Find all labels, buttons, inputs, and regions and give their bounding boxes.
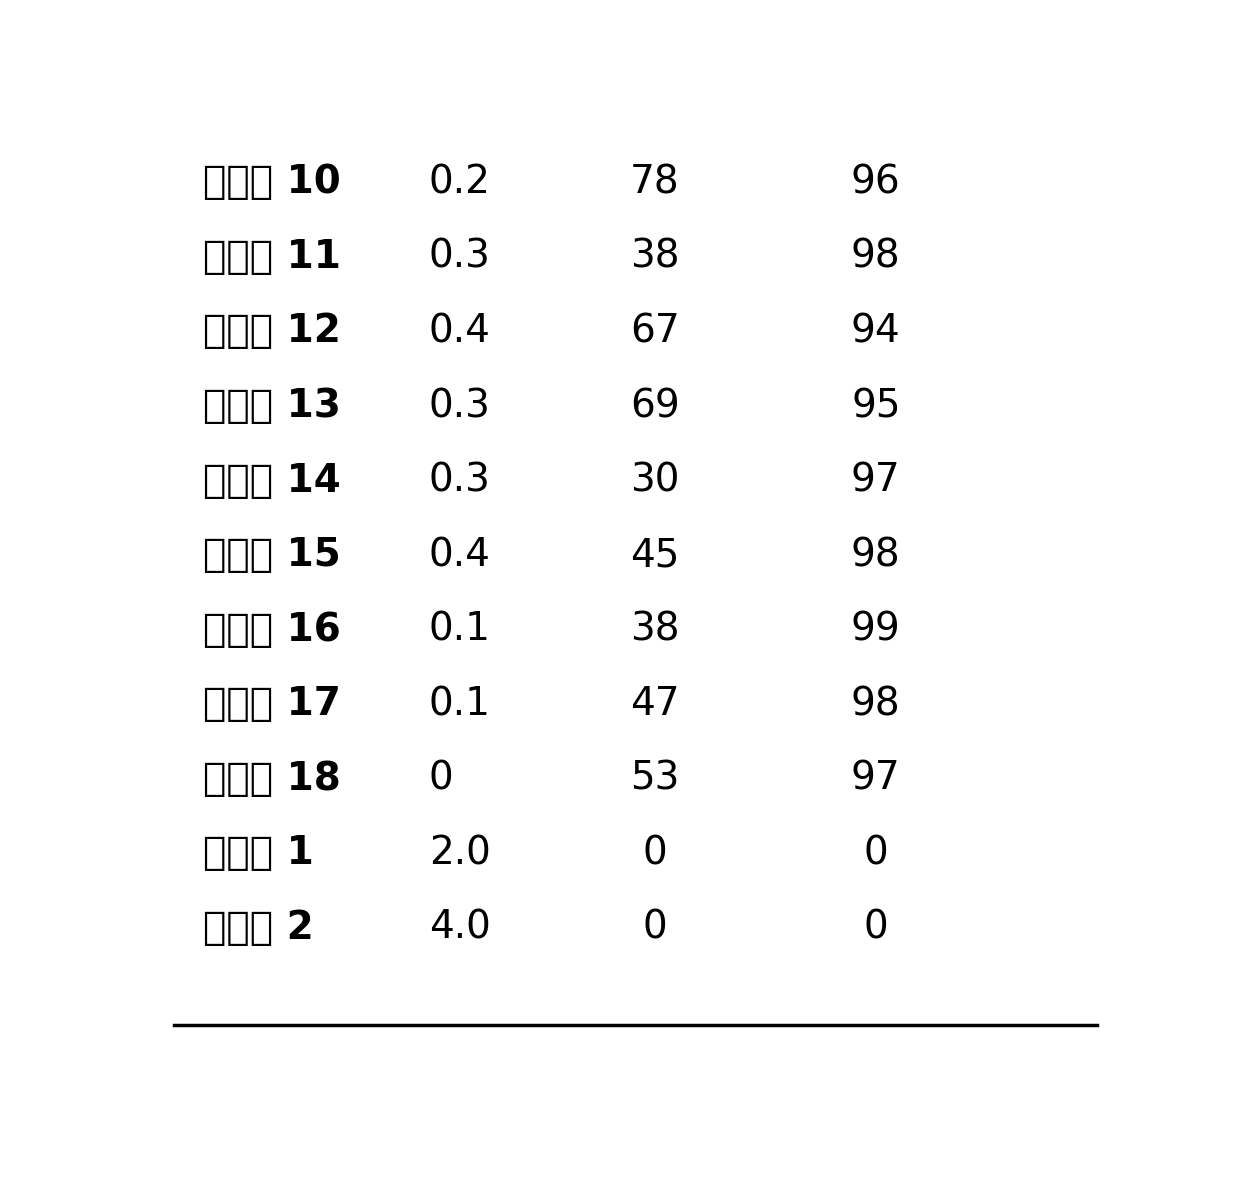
Text: 0.4: 0.4 [429,536,491,573]
Text: 38: 38 [630,610,680,649]
Text: 实施例 13: 实施例 13 [203,387,341,425]
Text: 97: 97 [851,760,900,798]
Text: 实施例 11: 实施例 11 [203,238,341,276]
Text: 0.3: 0.3 [429,238,491,276]
Text: 78: 78 [630,164,680,202]
Text: 对照例 1: 对照例 1 [203,834,314,872]
Text: 实施例 18: 实施例 18 [203,760,341,798]
Text: 97: 97 [851,461,900,499]
Text: 实施例 16: 实施例 16 [203,610,341,649]
Text: 实施例 17: 实施例 17 [203,686,341,723]
Text: 38: 38 [630,238,680,276]
Text: 47: 47 [630,686,680,723]
Text: 0.4: 0.4 [429,313,491,350]
Text: 0: 0 [642,909,667,946]
Text: 30: 30 [630,461,680,499]
Text: 45: 45 [630,536,680,573]
Text: 94: 94 [851,313,900,350]
Text: 实施例 10: 实施例 10 [203,164,341,202]
Text: 69: 69 [630,387,680,425]
Text: 0.3: 0.3 [429,461,491,499]
Text: 99: 99 [851,610,900,649]
Text: 96: 96 [851,164,900,202]
Text: 0: 0 [863,834,888,872]
Text: 0.1: 0.1 [429,610,491,649]
Text: 67: 67 [630,313,680,350]
Text: 95: 95 [851,387,900,425]
Text: 0.3: 0.3 [429,387,491,425]
Text: 实施例 12: 实施例 12 [203,313,341,350]
Text: 对照例 2: 对照例 2 [203,909,314,946]
Text: 0.2: 0.2 [429,164,491,202]
Text: 2.0: 2.0 [429,834,491,872]
Text: 98: 98 [851,238,900,276]
Text: 0: 0 [429,760,454,798]
Text: 98: 98 [851,536,900,573]
Text: 98: 98 [851,686,900,723]
Text: 53: 53 [630,760,680,798]
Text: 0: 0 [863,909,888,946]
Text: 实施例 15: 实施例 15 [203,536,341,573]
Text: 0: 0 [642,834,667,872]
Text: 实施例 14: 实施例 14 [203,461,341,499]
Text: 4.0: 4.0 [429,909,491,946]
Text: 0.1: 0.1 [429,686,491,723]
